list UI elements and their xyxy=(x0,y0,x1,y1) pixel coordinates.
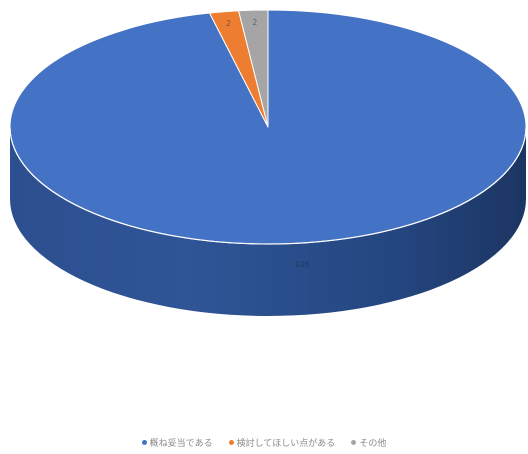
legend-item-1: 検討してほしい点がある xyxy=(228,436,336,449)
data-label-2: 2 xyxy=(252,18,257,27)
pie-slice-2 xyxy=(238,9,269,128)
pie-label-layer: 106 2 2 xyxy=(226,18,310,269)
legend-swatch-1 xyxy=(228,440,234,445)
legend: 概ね妥当である 検討してほしい点がある その他 xyxy=(0,436,528,449)
pie-top-layer xyxy=(9,9,527,245)
pie-side-layer xyxy=(10,127,526,316)
pie-rim xyxy=(9,126,527,245)
legend-swatch-0 xyxy=(141,440,147,445)
legend-label-1: 検討してほしい点がある xyxy=(236,439,336,449)
legend-label-2: その他 xyxy=(359,439,387,449)
legend-item-0: 概ね妥当である xyxy=(141,436,213,449)
pie-side-0 xyxy=(10,127,526,316)
legend-swatch-2 xyxy=(351,440,357,445)
legend-item-2: その他 xyxy=(351,436,386,449)
data-label-1: 2 xyxy=(226,19,231,28)
legend-label-0: 概ね妥当である xyxy=(149,439,213,449)
data-label-0: 106 xyxy=(294,260,309,269)
